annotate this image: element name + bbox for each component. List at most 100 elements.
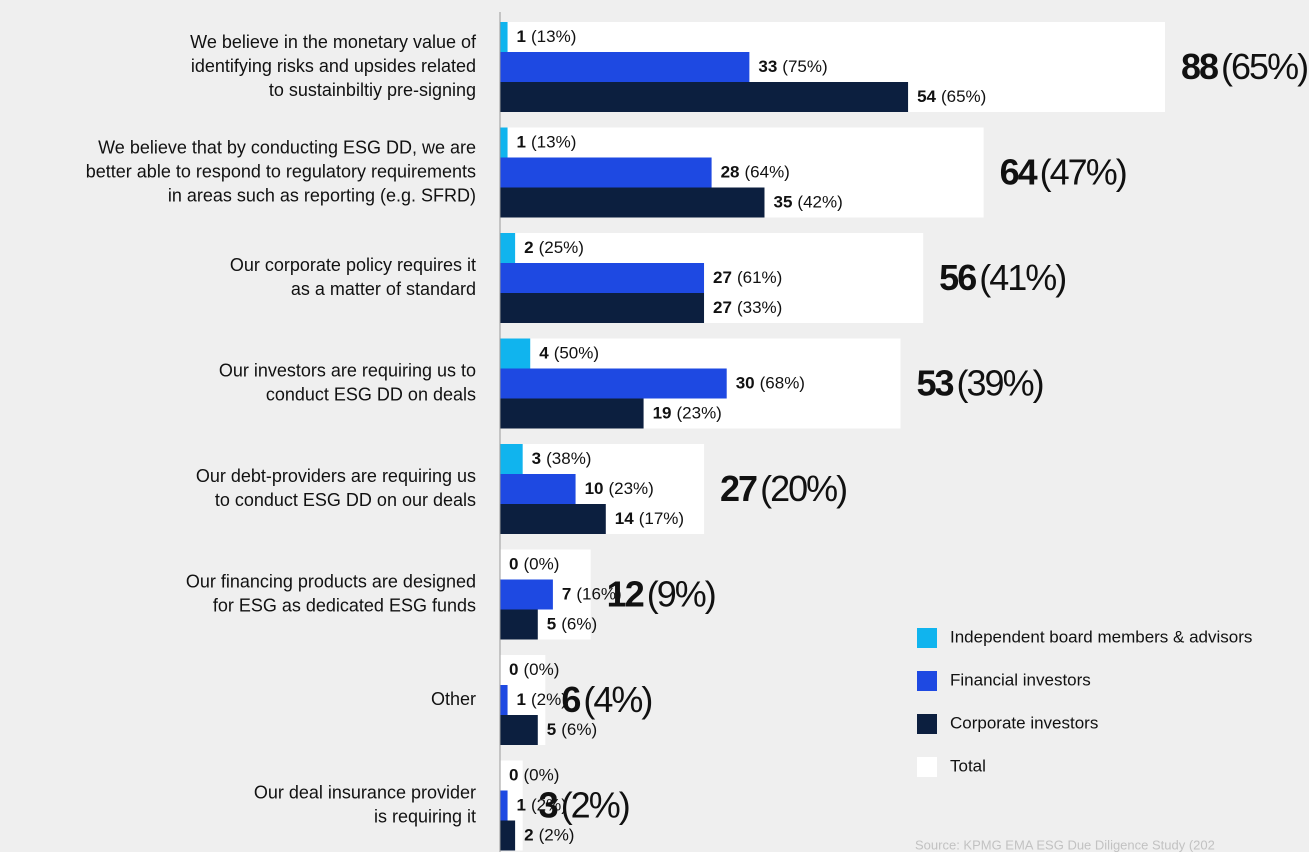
category-line: to sustainbiltiy pre-signing (269, 80, 476, 100)
total-value: 88 (1181, 46, 1218, 87)
total-label: 88 (65%) (1181, 46, 1307, 87)
bar (500, 263, 705, 293)
data-label: 5 (6%) (547, 615, 597, 634)
data-share: (42%) (797, 193, 842, 212)
bar (500, 790, 508, 821)
data-value: 30 (736, 374, 755, 393)
bar (500, 444, 523, 474)
data-share: (17%) (639, 509, 684, 528)
category-label: Our debt-providers are requiring us to co… (196, 466, 476, 510)
data-label: 14 (17%) (615, 509, 684, 528)
category-label: Our deal insurance provider is requiring … (254, 782, 476, 826)
bar (500, 685, 508, 715)
bar (500, 474, 576, 504)
total-value: 12 (607, 573, 644, 614)
category-line: for ESG as dedicated ESG funds (213, 595, 476, 615)
total-value: 6 (561, 679, 580, 720)
data-value: 27 (713, 298, 732, 317)
legend-label: Corporate investors (950, 713, 1098, 732)
category-line: Our debt-providers are requiring us (196, 466, 476, 486)
data-value: 5 (547, 615, 556, 634)
data-share: (61%) (737, 268, 782, 287)
data-share: (33%) (737, 298, 782, 317)
category-label: We believe that by conducting ESG DD, we… (86, 137, 476, 205)
data-label: 1 (13%) (517, 27, 577, 46)
data-share: (6%) (561, 615, 597, 634)
total-label: 12 (9%) (607, 573, 715, 614)
data-share: (13%) (531, 27, 576, 46)
category-line: in areas such as reporting (e.g. SFRD) (168, 185, 476, 205)
total-value: 27 (720, 468, 757, 509)
data-label: 35 (42%) (773, 193, 842, 212)
bar (500, 127, 508, 158)
total-share: (2%) (561, 784, 629, 825)
data-label: 1 (13%) (517, 133, 577, 152)
legend-label: Financial investors (950, 670, 1091, 689)
total-label: 6 (4%) (561, 679, 651, 720)
data-share: (2%) (539, 826, 575, 845)
category-line: better able to respond to regulatory req… (86, 161, 476, 181)
source-note: Source: KPMG EMA ESG Due Diligence Study… (915, 837, 1215, 852)
data-label: 30 (68%) (736, 374, 805, 393)
total-label: 53 (39%) (917, 362, 1043, 403)
legend-label: Total (950, 756, 986, 775)
bar (500, 293, 705, 323)
total-label: 3 (2%) (539, 784, 629, 825)
data-value: 14 (615, 509, 634, 528)
data-share: (2%) (531, 796, 567, 815)
data-label: 19 (23%) (653, 404, 722, 423)
data-label: 2 (2%) (524, 826, 574, 845)
category-label: Our financing products are designed for E… (186, 571, 476, 615)
total-share: (65%) (1221, 46, 1307, 87)
data-label: 2 (25%) (524, 238, 584, 257)
category-line: as a matter of standard (291, 279, 476, 299)
data-label: 28 (64%) (721, 163, 790, 182)
category-line: conduct ESG DD on deals (266, 384, 476, 404)
data-value: 1 (517, 690, 526, 709)
data-share: (23%) (677, 404, 722, 423)
total-label: 27 (20%) (720, 468, 846, 509)
data-value: 28 (721, 163, 740, 182)
bar (500, 579, 553, 610)
bar (500, 368, 727, 399)
data-value: 5 (547, 720, 556, 739)
category-line: Other (431, 689, 476, 709)
category-line: Our investors are requiring us to (219, 360, 476, 380)
data-share: (2%) (531, 690, 567, 709)
category-line: We believe in the monetary value of (190, 32, 477, 52)
total-value: 64 (1000, 151, 1038, 192)
data-share: (0%) (523, 660, 559, 679)
category-line: Our corporate policy requires it (230, 255, 476, 275)
total-label: 64 (47%) (1000, 151, 1126, 192)
total-value: 56 (939, 257, 976, 298)
data-value: 2 (524, 826, 533, 845)
legend-label: Independent board members & advisors (950, 627, 1252, 646)
category-line: to conduct ESG DD on our deals (215, 490, 476, 510)
data-value: 1 (517, 27, 526, 46)
data-value: 4 (539, 344, 549, 363)
total-share: (39%) (957, 362, 1043, 403)
data-value: 1 (517, 796, 526, 815)
data-value: 19 (653, 404, 672, 423)
bar (500, 609, 538, 640)
bar (500, 398, 644, 429)
data-label: 0 (0%) (509, 766, 559, 785)
bar (500, 338, 531, 369)
category-label: We believe in the monetary value of ident… (190, 32, 477, 100)
data-value: 27 (713, 268, 732, 287)
data-label: 0 (0%) (509, 555, 559, 574)
category-line: identifying risks and upsides related (191, 56, 476, 76)
total-label: 56 (41%) (939, 257, 1065, 298)
total-share: (47%) (1040, 151, 1126, 192)
data-value: 2 (524, 238, 533, 257)
bar (500, 157, 712, 188)
data-share: (6%) (561, 720, 597, 739)
data-label: 54 (65%) (917, 87, 986, 106)
data-value: 3 (532, 449, 541, 468)
data-share: (25%) (539, 238, 584, 257)
bar (500, 52, 750, 82)
bar (500, 820, 516, 851)
category-line: is requiring it (374, 806, 476, 826)
data-label: 4 (50%) (539, 344, 599, 363)
data-value: 0 (509, 555, 518, 574)
